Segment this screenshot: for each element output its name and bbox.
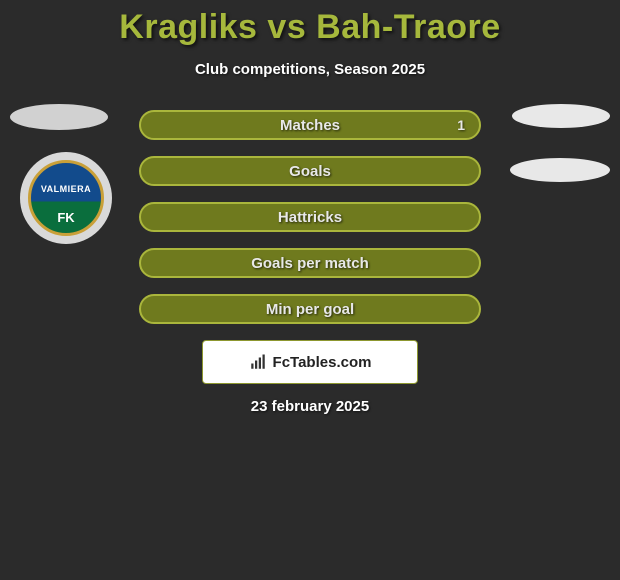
stat-row-matches: Matches 1 bbox=[139, 110, 481, 140]
stat-label: Matches bbox=[280, 117, 340, 134]
player-left-placeholder bbox=[10, 104, 108, 130]
stat-row-goals-per-match: Goals per match bbox=[139, 248, 481, 278]
comparison-panel: VALMIERA FK Matches 1 Goals Hattricks Go… bbox=[0, 110, 620, 415]
page-title: Kragliks vs Bah-Traore bbox=[0, 0, 620, 47]
stat-label: Goals bbox=[289, 163, 331, 180]
player-right-placeholder-1 bbox=[512, 104, 610, 128]
club-badge: VALMIERA FK bbox=[20, 152, 112, 244]
club-badge-inner: VALMIERA FK bbox=[28, 160, 104, 236]
stat-label: Min per goal bbox=[266, 301, 354, 318]
chart-icon bbox=[249, 353, 267, 371]
date: 23 february 2025 bbox=[0, 398, 620, 415]
club-badge-sub: FK bbox=[57, 210, 74, 225]
player-right-placeholder-2 bbox=[510, 158, 610, 182]
stat-label: Goals per match bbox=[251, 255, 369, 272]
stats-list: Matches 1 Goals Hattricks Goals per matc… bbox=[139, 110, 481, 324]
stat-row-goals: Goals bbox=[139, 156, 481, 186]
stat-row-hattricks: Hattricks bbox=[139, 202, 481, 232]
stat-value-right: 1 bbox=[457, 117, 465, 133]
club-badge-name: VALMIERA bbox=[41, 184, 91, 194]
watermark-text: FcTables.com bbox=[273, 354, 372, 371]
watermark: FcTables.com bbox=[202, 340, 418, 384]
stat-label: Hattricks bbox=[278, 209, 342, 226]
stat-row-min-per-goal: Min per goal bbox=[139, 294, 481, 324]
subtitle: Club competitions, Season 2025 bbox=[0, 61, 620, 78]
